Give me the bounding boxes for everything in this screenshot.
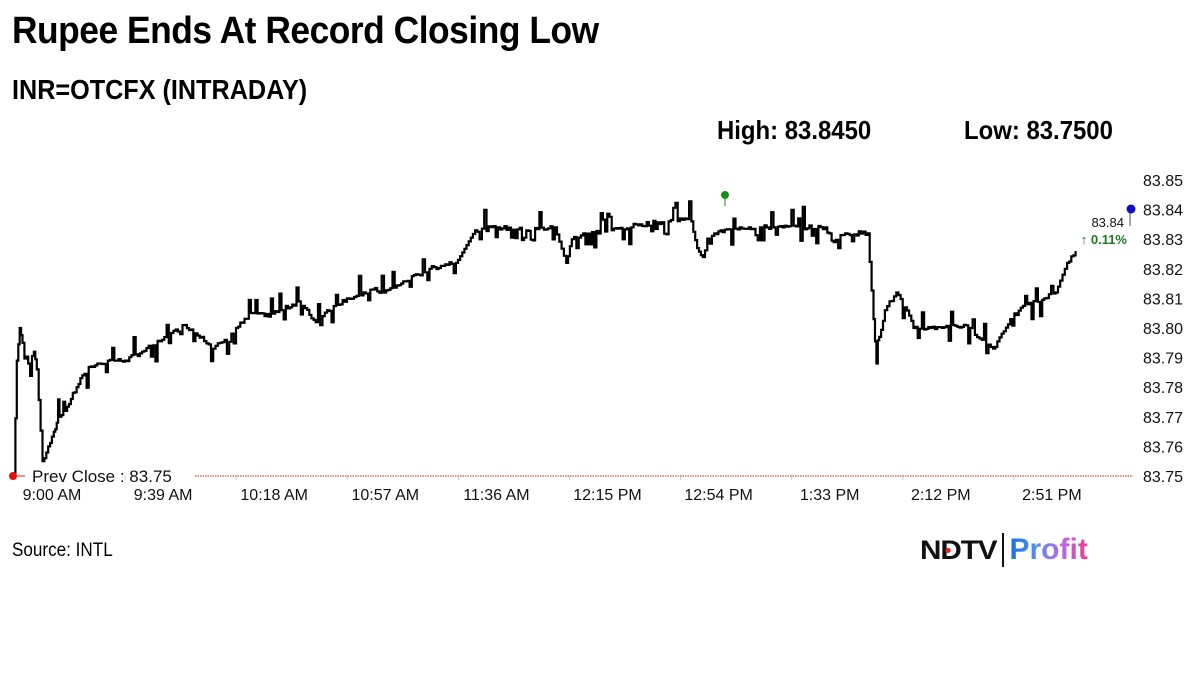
last-price-marker [1126, 204, 1136, 214]
x-tick-label: 12:15 PM [573, 487, 641, 504]
x-tick-label: 1:33 PM [800, 487, 860, 504]
y-tick-label: 83.82 [1143, 262, 1183, 279]
x-tick-label: 9:39 AM [134, 487, 193, 504]
high-marker [721, 191, 729, 199]
y-tick-label: 83.81 [1143, 291, 1183, 308]
y-tick-label: 83.85 [1143, 173, 1183, 190]
logo-divider [1001, 533, 1004, 567]
x-tick-label: 10:18 AM [240, 487, 308, 504]
y-tick-label: 83.75 [1143, 469, 1183, 486]
logo-ndtv: NDTV [920, 534, 998, 565]
x-tick-label: 9:00 AM [23, 487, 82, 504]
logo-red-dot [945, 547, 951, 553]
x-tick-label: 2:12 PM [911, 487, 971, 504]
y-tick-label: 83.83 [1143, 232, 1183, 249]
logo-profit: Profit [1009, 533, 1088, 566]
y-axis: 83.85 83.84 83.83 83.82 83.81 83.80 83.79 83.78… [1143, 173, 1183, 486]
y-tick-label: 83.78 [1143, 380, 1183, 397]
y-tick-label: 83.84 [1143, 203, 1183, 220]
line-chart: 83.85 83.84 83.83 83.82 83.81 83.80 83.79 83.78… [9, 173, 1183, 504]
last-price-label: 83.84 [1091, 215, 1124, 230]
y-tick-label: 83.79 [1143, 351, 1183, 368]
chart-title: Rupee Ends At Record Closing Low [12, 10, 599, 52]
chart-subtitle: INR=OTCFX (INTRADAY) [12, 74, 308, 105]
prev-close-label: Prev Close : 83.75 [32, 467, 172, 486]
prev-close-marker [9, 472, 17, 480]
y-tick-label: 83.76 [1143, 439, 1183, 456]
x-tick-label: 2:51 PM [1022, 487, 1082, 504]
high-value-label: High: 83.8450 [717, 115, 872, 145]
source-label: Source: INTL [12, 540, 113, 561]
y-tick-label: 83.77 [1143, 410, 1183, 427]
x-axis: 9:00 AM 9:39 AM 10:18 AM 10:57 AM 11:36 AM 12… [13, 476, 1082, 504]
x-tick-label: 10:57 AM [351, 487, 419, 504]
low-value-label: Low: 83.7500 [964, 115, 1113, 145]
price-line [14, 200, 1077, 478]
last-change-label: ↑ 0.11% [1081, 232, 1128, 247]
y-tick-label: 83.80 [1143, 321, 1183, 338]
x-tick-label: 12:54 PM [684, 487, 752, 504]
x-tick-label: 11:36 AM [463, 487, 529, 504]
ndtv-profit-logo: NDTV Profit [920, 530, 1088, 570]
